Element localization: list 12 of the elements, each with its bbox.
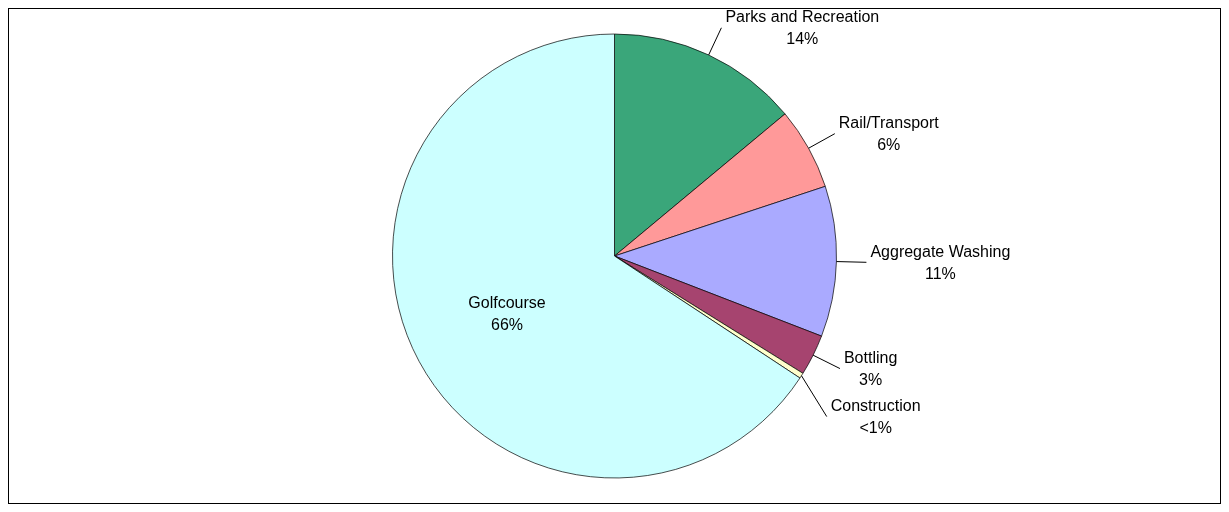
data-label: <1% — [859, 418, 892, 436]
slice-label: Construction — [830, 396, 921, 414]
data-label: 11% — [924, 264, 956, 282]
slice-label: Golfcourse — [468, 294, 546, 312]
slice-label: Aggregate Washing — [870, 242, 1011, 260]
slice-label: Bottling — [843, 348, 898, 366]
data-label: 14% — [786, 30, 819, 48]
slice-label: Parks and Recreation — [725, 8, 880, 26]
slice-label: Rail/Transport — [838, 114, 940, 132]
data-label: 3% — [859, 370, 883, 388]
data-label: 6% — [877, 136, 901, 154]
data-label: 66% — [491, 316, 524, 334]
